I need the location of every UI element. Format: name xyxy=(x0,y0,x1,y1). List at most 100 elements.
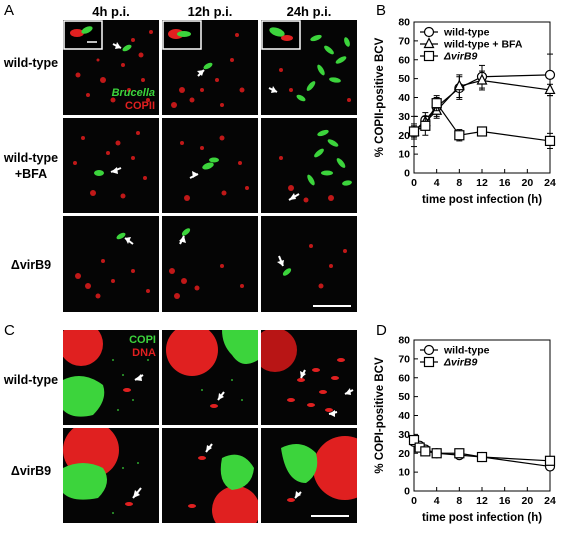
x-tick-label: 16 xyxy=(499,177,511,189)
row-label-virb9: ΔvirB9 xyxy=(0,257,62,273)
plot-frame xyxy=(413,339,551,492)
legend-marker xyxy=(423,37,435,49)
legend-marker xyxy=(423,356,435,368)
column-header-24h: 24h p.i. xyxy=(286,4,332,19)
data-point xyxy=(453,79,465,91)
row-label-wild-type: wild-type xyxy=(0,55,62,71)
micrograph-a-wt-4h xyxy=(63,20,159,115)
x-tick-label: 24 xyxy=(544,177,556,189)
y-tick-label: 20 xyxy=(398,130,410,142)
micrograph-a-virb9-12h xyxy=(162,216,258,312)
x-tick-label: 4 xyxy=(434,177,440,189)
column-header-4h: 4h p.i. xyxy=(92,4,130,19)
legend-label: wild-type xyxy=(443,27,490,39)
legend-marker xyxy=(423,26,435,38)
row-label-text-2: +BFA xyxy=(14,167,48,181)
chart-d: 0 10 20 30 40 50 60 70 80 0 4 8 12 16 20 24 time post in… xyxy=(370,328,562,528)
micrograph-a-virb9-24h xyxy=(261,216,357,312)
data-point xyxy=(476,126,488,137)
legend-marker xyxy=(423,344,435,356)
legend-marker xyxy=(423,50,435,62)
data-point xyxy=(431,448,442,459)
legend-c: COPI DNA xyxy=(100,334,156,360)
y-tick-label: 40 xyxy=(398,410,410,422)
micrograph-c-wt-24h xyxy=(261,330,357,425)
data-point xyxy=(420,120,431,131)
x-tick-label: 12 xyxy=(476,177,488,189)
x-tick-label: 16 xyxy=(499,495,511,507)
series-square xyxy=(408,95,556,149)
data-point xyxy=(408,434,420,446)
micrograph-a-wt-24h xyxy=(261,20,357,115)
micrograph-c-virb9-24h xyxy=(261,428,357,523)
legend-label: wild-type + BFA xyxy=(443,39,523,51)
y-tick-label: 20 xyxy=(398,448,410,460)
row-label-text: wild-type xyxy=(3,373,59,387)
x-tick-label: 20 xyxy=(521,177,533,189)
micrograph-a-wt-12h xyxy=(162,20,258,115)
y-tick-label: 70 xyxy=(398,35,410,47)
y-tick-label: 80 xyxy=(398,335,410,347)
data-point xyxy=(544,135,556,147)
x-tick-label: 20 xyxy=(521,495,533,507)
row-label-c-wild-type: wild-type xyxy=(0,372,62,388)
row-label-text: ΔvirB9 xyxy=(10,258,52,272)
legend-label: ΔvirB9 xyxy=(443,51,477,63)
panel-label-c: C xyxy=(4,322,15,339)
row-label-text: wild-type xyxy=(3,151,59,165)
y-tick-label: 30 xyxy=(398,429,410,441)
y-tick-label: 0 xyxy=(404,486,410,498)
legend-brucella: Brucella xyxy=(111,87,155,99)
micrograph-c-virb9-4h xyxy=(63,428,159,523)
panel-label-b: B xyxy=(376,2,387,19)
data-point xyxy=(544,455,556,466)
x-tick-label: 0 xyxy=(411,177,417,189)
x-tick-label: 8 xyxy=(456,177,462,189)
legend-copii: COPII xyxy=(125,100,155,112)
micrograph-c-wt-4h xyxy=(63,330,159,425)
series-square xyxy=(408,434,556,466)
data-point xyxy=(454,448,465,459)
data-point xyxy=(544,83,556,95)
row-label-c-virb9: ΔvirB9 xyxy=(0,463,62,479)
series-circle xyxy=(408,53,556,140)
y-tick-label: 60 xyxy=(398,372,410,384)
micrograph-c-virb9-12h xyxy=(162,428,258,523)
y-tick-label: 60 xyxy=(398,54,410,66)
y-tick-label: 40 xyxy=(398,92,410,104)
x-axis-label: time post infection (h) xyxy=(422,194,542,206)
y-axis-label: % COPII-positive BCV xyxy=(374,37,386,157)
y-tick-label: 50 xyxy=(398,73,410,85)
legend-label: ΔvirB9 xyxy=(443,357,477,369)
x-tick-label: 8 xyxy=(456,495,462,507)
panel-label-d: D xyxy=(376,322,387,339)
micrograph-a-bfa-24h xyxy=(261,118,357,213)
y-tick-label: 70 xyxy=(398,353,410,365)
y-tick-label: 80 xyxy=(398,17,410,29)
x-tick-label: 12 xyxy=(476,495,488,507)
chart-b: 0 10 20 30 40 50 60 70 80 0 4 8 12 16 20 24 time post in… xyxy=(370,10,562,210)
row-label-text: wild-type xyxy=(3,56,59,70)
data-point xyxy=(544,69,556,80)
y-tick-label: 30 xyxy=(398,111,410,123)
micrograph-a-bfa-12h xyxy=(162,118,258,213)
x-axis-label: time post infection (h) xyxy=(422,512,542,524)
x-tick-label: 24 xyxy=(544,495,556,507)
panel-label-a: A xyxy=(4,2,15,19)
x-tick-label: 0 xyxy=(411,495,417,507)
row-label-text: ΔvirB9 xyxy=(10,464,52,478)
micrograph-c-wt-12h xyxy=(162,330,258,425)
legend-a: Brucella COPII xyxy=(95,87,155,113)
y-tick-label: 0 xyxy=(404,168,410,180)
data-point xyxy=(420,446,431,457)
y-tick-label: 10 xyxy=(398,467,410,479)
data-point xyxy=(476,451,488,463)
legend-copi: COPI xyxy=(129,334,156,346)
row-label-wild-type-bfa: wild-type +BFA xyxy=(0,150,62,182)
y-tick-label: 50 xyxy=(398,391,410,403)
micrograph-a-virb9-4h xyxy=(63,216,159,312)
data-point xyxy=(408,126,420,137)
data-point xyxy=(454,130,465,141)
